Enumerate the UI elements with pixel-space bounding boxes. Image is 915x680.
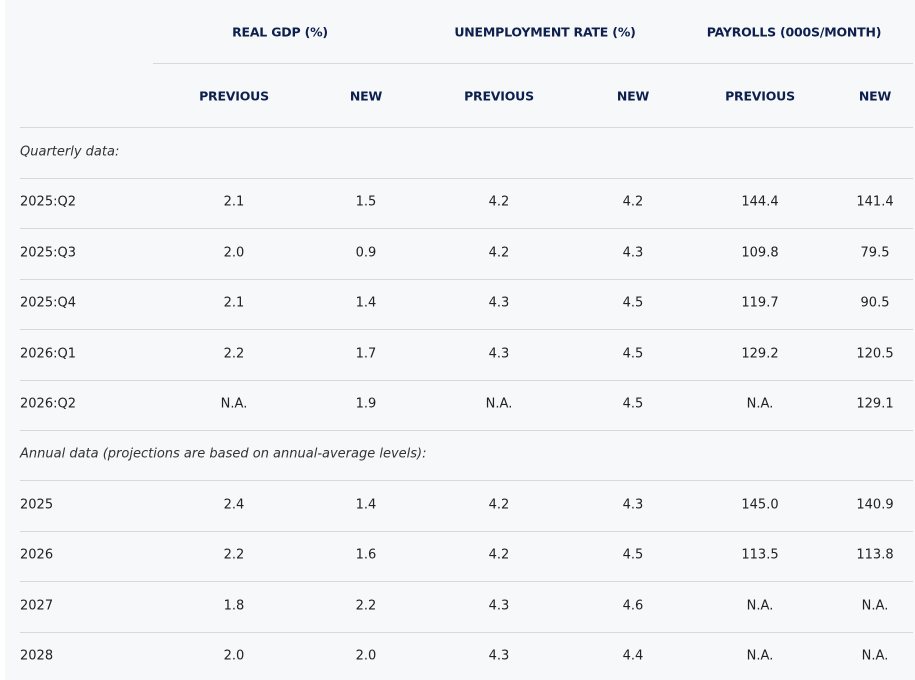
cell: 113.5 (741, 547, 779, 563)
cell: 4.2 (488, 194, 510, 210)
divider (20, 329, 913, 330)
divider (153, 63, 913, 64)
divider (20, 430, 913, 431)
cell: 4.5 (622, 396, 644, 412)
row-label: 2026:Q1 (20, 346, 76, 362)
divider (20, 279, 913, 280)
cell: 2.0 (355, 648, 377, 664)
divider (20, 531, 913, 532)
cell: 90.5 (860, 295, 890, 311)
cell: 4.5 (622, 295, 644, 311)
divider (20, 228, 913, 229)
group-header: REAL GDP (%) (232, 24, 328, 40)
cell: 1.4 (355, 497, 377, 513)
divider (20, 178, 913, 179)
cell: N.A. (746, 396, 774, 412)
cell: N.A. (220, 396, 248, 412)
column-header: PREVIOUS (464, 88, 534, 104)
cell: 0.9 (355, 245, 377, 261)
cell: 1.4 (355, 295, 377, 311)
cell: 113.8 (856, 547, 894, 563)
cell: 1.7 (355, 346, 377, 362)
row-label: 2025:Q3 (20, 245, 76, 261)
group-header: PAYROLLS (000S/MONTH) (706, 24, 882, 40)
column-header: NEW (616, 88, 650, 104)
column-header: PREVIOUS (725, 88, 795, 104)
cell: 2.2 (355, 598, 377, 614)
table-page: REAL GDP (%) UNEMPLOYMENT RATE (%) PAYROLL… (5, 0, 915, 680)
cell: 120.5 (856, 346, 894, 362)
cell: 129.1 (856, 396, 894, 412)
cell: 2.2 (223, 346, 245, 362)
cell: 109.8 (741, 245, 779, 261)
cell: 2.2 (223, 547, 245, 563)
cell: N.A. (861, 598, 889, 614)
cell: 4.3 (488, 598, 510, 614)
cell: N.A. (746, 598, 774, 614)
cell: 141.4 (856, 194, 894, 210)
cell: 145.0 (741, 497, 779, 513)
cell: 4.3 (488, 346, 510, 362)
group-header: UNEMPLOYMENT RATE (%) (454, 24, 636, 40)
cell: 4.3 (622, 245, 644, 261)
cell: 79.5 (860, 245, 890, 261)
cell: 1.8 (223, 598, 245, 614)
section-label: Annual data (projections are based on an… (20, 446, 427, 462)
cell: 4.5 (622, 547, 644, 563)
cell: 1.6 (355, 547, 377, 563)
column-header: NEW (858, 88, 892, 104)
row-label: 2026 (20, 547, 54, 563)
cell: 119.7 (741, 295, 779, 311)
row-label: 2027 (20, 598, 54, 614)
divider (20, 480, 913, 481)
cell: 129.2 (741, 346, 779, 362)
cell: 4.3 (488, 295, 510, 311)
divider (20, 380, 913, 381)
cell: 2.4 (223, 497, 245, 513)
divider (20, 632, 913, 633)
cell: 4.4 (622, 648, 644, 664)
cell: 144.4 (741, 194, 779, 210)
cell: 4.3 (622, 497, 644, 513)
divider (20, 581, 913, 582)
cell: 1.9 (355, 396, 377, 412)
cell: 4.6 (622, 598, 644, 614)
divider (20, 127, 913, 128)
cell: 4.2 (488, 245, 510, 261)
section-label: Quarterly data: (20, 144, 120, 160)
cell: 2.0 (223, 245, 245, 261)
cell: 4.3 (488, 648, 510, 664)
row-label: 2025:Q2 (20, 194, 76, 210)
cell: 2.0 (223, 648, 245, 664)
cell: N.A. (861, 648, 889, 664)
row-label: 2028 (20, 648, 54, 664)
cell: 4.2 (622, 194, 644, 210)
cell: 2.1 (223, 194, 245, 210)
column-header: NEW (349, 88, 383, 104)
cell: N.A. (746, 648, 774, 664)
cell: 4.2 (488, 547, 510, 563)
row-label: 2026:Q2 (20, 396, 76, 412)
cell: 1.5 (355, 194, 377, 210)
column-header: PREVIOUS (199, 88, 269, 104)
cell: 140.9 (856, 497, 894, 513)
cell: 2.1 (223, 295, 245, 311)
cell: 4.5 (622, 346, 644, 362)
cell: 4.2 (488, 497, 510, 513)
row-label: 2025 (20, 497, 54, 513)
row-label: 2025:Q4 (20, 295, 76, 311)
cell: N.A. (485, 396, 513, 412)
